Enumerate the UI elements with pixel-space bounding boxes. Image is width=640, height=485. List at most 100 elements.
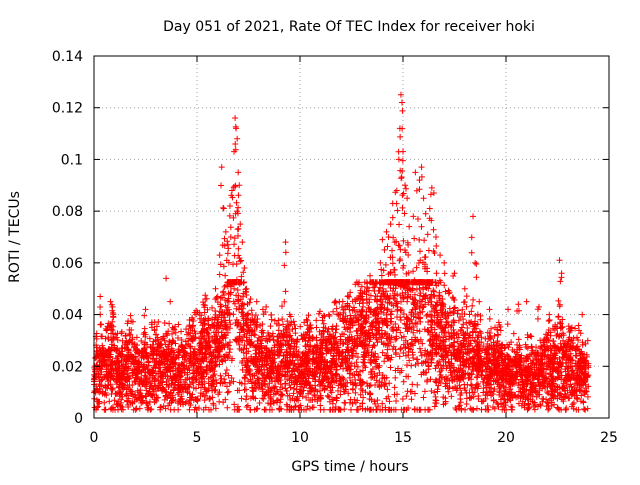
data-point bbox=[467, 405, 473, 411]
data-point bbox=[464, 401, 470, 407]
data-point bbox=[526, 405, 532, 411]
data-point bbox=[254, 405, 260, 411]
data-point bbox=[420, 394, 426, 400]
data-point bbox=[133, 405, 139, 411]
data-point bbox=[403, 393, 409, 399]
data-point bbox=[348, 407, 354, 413]
data-point bbox=[279, 316, 285, 322]
data-point bbox=[333, 300, 339, 306]
data-point bbox=[228, 380, 234, 386]
data-point bbox=[509, 407, 515, 413]
data-point bbox=[475, 393, 481, 399]
data-point bbox=[555, 406, 561, 412]
data-point bbox=[334, 306, 340, 312]
data-points bbox=[91, 92, 591, 413]
data-point bbox=[400, 396, 406, 402]
data-point bbox=[479, 407, 485, 413]
data-point bbox=[155, 319, 161, 325]
data-point bbox=[532, 407, 538, 413]
data-point bbox=[413, 338, 419, 344]
data-point bbox=[539, 396, 545, 402]
data-point bbox=[448, 393, 454, 399]
data-point bbox=[495, 332, 501, 338]
data-point bbox=[138, 338, 144, 344]
data-point bbox=[528, 333, 534, 339]
data-point bbox=[463, 320, 469, 326]
data-point bbox=[332, 334, 338, 340]
chart-title: Day 051 of 2021, Rate Of TEC Index for r… bbox=[163, 19, 535, 35]
data-point bbox=[478, 313, 484, 319]
data-point bbox=[106, 398, 112, 404]
data-point bbox=[332, 298, 338, 304]
data-point bbox=[488, 326, 494, 332]
data-point bbox=[384, 386, 390, 392]
data-point bbox=[387, 398, 393, 404]
data-point bbox=[409, 381, 415, 387]
data-point bbox=[408, 396, 414, 402]
data-point bbox=[563, 405, 569, 411]
data-point bbox=[325, 393, 331, 399]
data-point bbox=[94, 330, 100, 336]
data-point bbox=[546, 318, 552, 324]
data-point bbox=[582, 407, 588, 413]
data-point bbox=[216, 399, 222, 405]
data-point bbox=[326, 313, 332, 319]
data-point bbox=[101, 400, 107, 406]
data-point bbox=[361, 363, 367, 369]
data-point bbox=[414, 356, 420, 362]
data-point bbox=[244, 404, 250, 410]
data-point bbox=[337, 407, 343, 413]
data-point bbox=[102, 407, 108, 413]
data-point bbox=[475, 311, 481, 317]
data-point bbox=[432, 403, 438, 409]
data-point bbox=[243, 396, 249, 402]
data-point bbox=[432, 365, 438, 371]
data-point bbox=[464, 293, 470, 299]
data-point bbox=[224, 367, 230, 373]
data-point bbox=[194, 397, 200, 403]
data-point bbox=[226, 389, 232, 395]
data-point bbox=[158, 404, 164, 410]
data-point bbox=[393, 350, 399, 356]
data-point bbox=[268, 312, 274, 318]
data-point bbox=[317, 403, 323, 409]
data-point bbox=[441, 282, 447, 288]
data-point bbox=[119, 329, 125, 335]
data-point bbox=[128, 313, 134, 319]
data-point bbox=[187, 407, 193, 413]
data-point bbox=[385, 356, 391, 362]
data-point bbox=[241, 387, 247, 393]
data-point bbox=[393, 398, 399, 404]
data-point bbox=[423, 313, 429, 319]
data-point bbox=[422, 388, 428, 394]
data-point bbox=[374, 339, 380, 345]
data-point bbox=[386, 380, 392, 386]
data-point bbox=[225, 390, 231, 396]
data-point bbox=[464, 382, 470, 388]
data-point bbox=[394, 308, 400, 314]
data-point bbox=[217, 373, 223, 379]
data-point bbox=[342, 400, 348, 406]
data-point bbox=[581, 406, 587, 412]
data-point bbox=[313, 317, 319, 323]
data-point bbox=[224, 405, 230, 411]
data-point bbox=[341, 406, 347, 412]
data-point bbox=[511, 331, 517, 337]
data-point bbox=[460, 321, 466, 327]
data-point bbox=[235, 287, 241, 293]
data-point bbox=[392, 384, 398, 390]
data-point bbox=[368, 375, 374, 381]
data-point bbox=[486, 407, 492, 413]
data-point bbox=[516, 336, 522, 342]
data-point bbox=[498, 327, 504, 333]
data-point bbox=[401, 379, 407, 385]
data-point bbox=[464, 325, 470, 331]
data-point bbox=[424, 377, 430, 383]
data-point bbox=[329, 389, 335, 395]
data-point bbox=[262, 406, 268, 412]
data-point bbox=[243, 386, 249, 392]
data-point bbox=[148, 406, 154, 412]
data-point bbox=[267, 323, 273, 329]
